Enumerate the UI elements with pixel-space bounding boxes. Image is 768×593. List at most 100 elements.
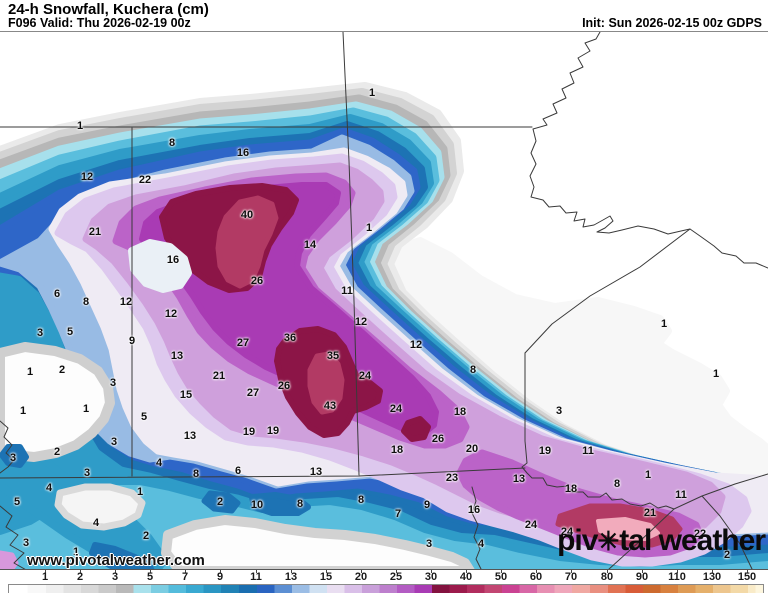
colorbar-cell	[572, 585, 608, 593]
contour-fill	[201, 490, 241, 514]
colorbar-tick-label: 11	[250, 571, 262, 583]
colorbar-tick-mark	[536, 570, 537, 573]
contour-fill	[401, 416, 431, 442]
colorbar-tick-mark	[642, 570, 643, 573]
site-watermark: www.pivotalweather.com	[27, 552, 205, 569]
contour-fill	[0, 444, 29, 468]
colorbar-tick-mark	[291, 570, 292, 573]
colorbar-tick-label: 70	[564, 571, 578, 583]
state-border-line	[524, 228, 691, 354]
colorbar-tick-mark	[80, 570, 81, 573]
contour-fill	[89, 542, 155, 569]
colorbar-cell	[186, 585, 221, 593]
colorbar-tick-mark	[396, 570, 397, 573]
colorbar-cell	[537, 585, 572, 593]
contour-fill	[215, 195, 279, 289]
colorbar-cell	[81, 585, 116, 593]
colorbar-tick-mark	[115, 570, 116, 573]
contour-fill	[596, 517, 660, 541]
colorbar-tick-mark	[431, 570, 432, 573]
colorbar-tick-label: 9	[216, 571, 224, 583]
watermark-post: tal weather	[619, 524, 766, 557]
colorbar-cell	[467, 585, 502, 593]
state-border-line	[529, 32, 768, 269]
state-border-line	[471, 486, 482, 569]
watermark-pre: piv	[557, 524, 598, 557]
colorbar-tick-label: 15	[319, 571, 333, 583]
state-border-line	[0, 505, 26, 569]
colorbar-tick-mark	[150, 570, 151, 573]
colorbar-tick-label: 2	[76, 571, 84, 583]
colorbar-cell	[116, 585, 151, 593]
valid-time-label: F096 Valid: Thu 2026-02-19 00z	[8, 16, 191, 30]
colorbar-tick-label: 50	[494, 571, 508, 583]
colorbar-tick-label: 20	[354, 571, 368, 583]
colorbar-cell	[362, 585, 397, 593]
colorbar-cell	[151, 585, 186, 593]
state-border-line	[0, 420, 15, 474]
colorbar-scale: 1 2 3 5 7 9 11 13 15 20 25 30 40 50 60 70 80 90 110 130 150	[0, 570, 768, 593]
colorbar-tick-mark	[501, 570, 502, 573]
colorbar-tick-label: 60	[529, 571, 543, 583]
colorbar-cell	[221, 585, 257, 593]
colorbar-tick-mark	[466, 570, 467, 573]
colorbar-tick-mark	[45, 570, 46, 573]
colorbar-tick-label: 5	[146, 571, 154, 583]
state-border-line	[0, 467, 526, 479]
colorbar-tick-label: 30	[424, 571, 438, 583]
state-border-line	[342, 32, 360, 476]
colorbar-tick-mark	[256, 570, 257, 573]
colorbar-tick-mark	[185, 570, 186, 573]
contour-fill	[0, 550, 19, 569]
colorbar-cell	[327, 585, 362, 593]
colorbar-tick-mark	[747, 570, 748, 573]
colorbar-cell	[608, 585, 643, 593]
colorbar-tick-mark	[607, 570, 608, 573]
snowflake-icon: ✳	[597, 526, 620, 556]
colorbar-cell	[713, 585, 748, 593]
colorbar-cell	[748, 585, 763, 593]
brand-watermark: piv✳tal weather	[557, 524, 766, 557]
product-title: 24-h Snowfall, Kuchera (cm)	[8, 1, 209, 18]
contour-fill	[128, 239, 192, 293]
colorbar-tick-label: 40	[459, 571, 473, 583]
colorbar-cell	[257, 585, 292, 593]
colorbar-tick-label: 150	[737, 571, 757, 583]
contour-fill	[307, 351, 345, 415]
colorbar-cell	[432, 585, 467, 593]
colorbar-cell	[397, 585, 432, 593]
snowfall-contour-map	[0, 32, 768, 569]
colorbar-tick-label: 130	[702, 571, 722, 583]
colorbar-tick-mark	[712, 570, 713, 573]
colorbar-tick-label: 80	[600, 571, 614, 583]
state-border-line	[608, 473, 768, 569]
colorbar-tick-label: 7	[181, 571, 189, 583]
colorbar-tick-mark	[220, 570, 221, 573]
colorbar-cell	[292, 585, 327, 593]
colorbar-tick-label: 3	[111, 571, 119, 583]
colorbar-cell	[502, 585, 537, 593]
colorbar-cell	[46, 585, 81, 593]
contour-fill	[249, 492, 311, 516]
map-canvas: 1 1 8 16 12 22 40 21 14 1 16 26 11 6 8 12 12 12 3 5 9 13 27 36 3…	[0, 31, 768, 570]
colorbar-cell	[643, 585, 678, 593]
colorbar-cell	[9, 585, 46, 593]
state-border-line	[521, 352, 675, 510]
colorbar-tick-mark	[361, 570, 362, 573]
colorbar-cell	[678, 585, 713, 593]
colorbar-tick-label: 25	[389, 571, 403, 583]
colorbar-tick-label: 1	[41, 571, 49, 583]
header: 24-h Snowfall, Kuchera (cm) F096 Valid: …	[0, 0, 768, 31]
colorbar-strip	[8, 584, 764, 593]
contour-fill	[54, 483, 146, 531]
colorbar-tick-label: 110	[668, 571, 686, 583]
colorbar-tick-mark	[571, 570, 572, 573]
colorbar-tick-label: 13	[284, 571, 298, 583]
colorbar-tick-mark	[677, 570, 678, 573]
state-border-line	[701, 495, 753, 569]
contour-fill	[161, 515, 475, 569]
colorbar-tick-label: 90	[635, 571, 649, 583]
colorbar-tick-mark	[326, 570, 327, 573]
init-time-label: Init: Sun 2026-02-15 00z GDPS	[582, 16, 762, 30]
